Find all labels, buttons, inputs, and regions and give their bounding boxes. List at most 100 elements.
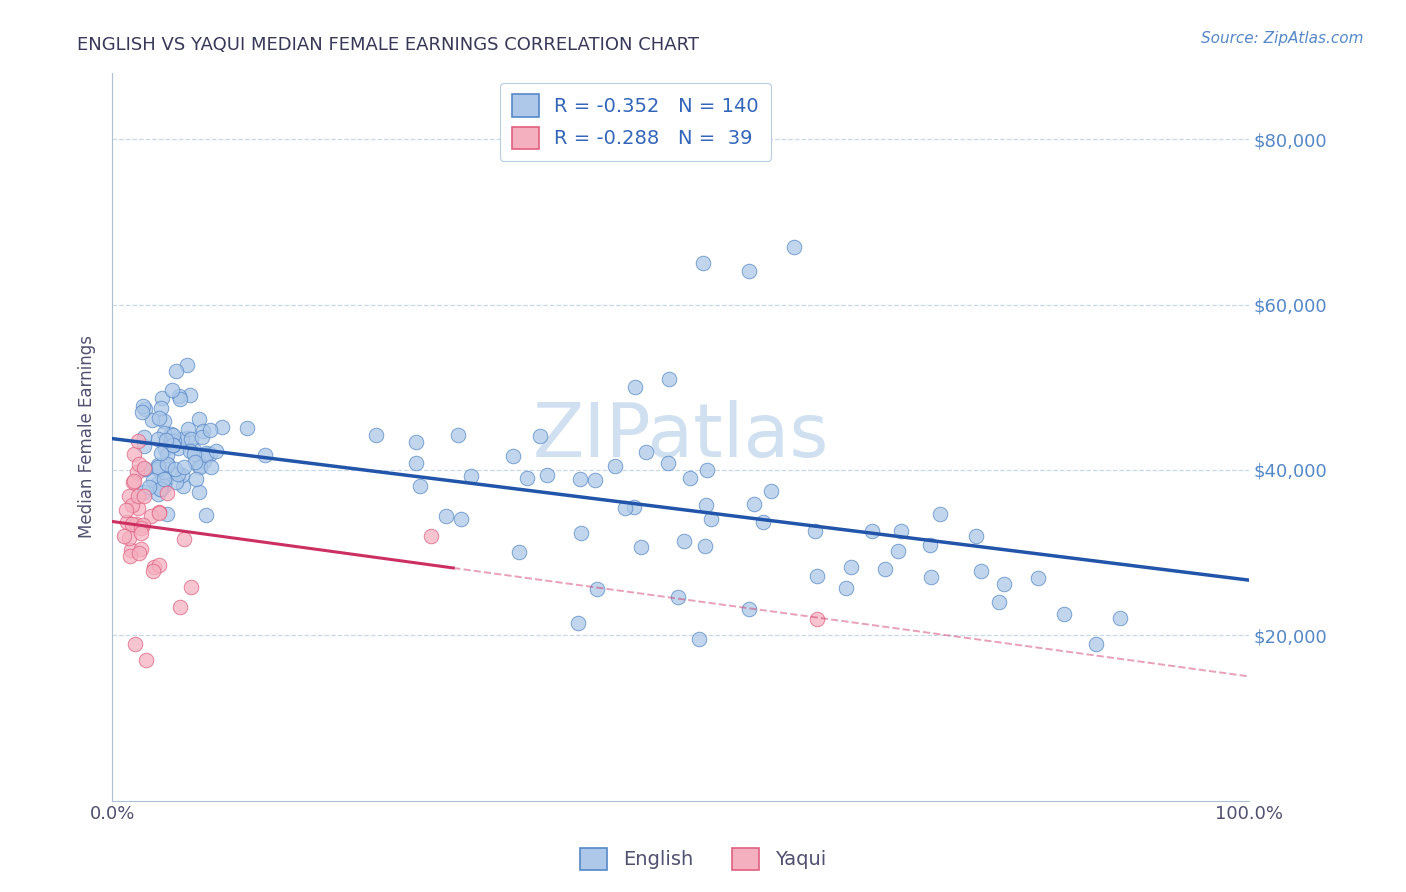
Point	[156, 457, 179, 471]
Point	[177, 422, 200, 436]
Point	[1053, 607, 1076, 621]
Point	[155, 472, 177, 486]
Point	[172, 468, 194, 483]
Point	[180, 581, 202, 595]
Point	[860, 524, 883, 539]
Point	[124, 474, 146, 488]
Point	[536, 468, 558, 483]
Point	[156, 448, 179, 462]
Point	[875, 562, 897, 576]
Point	[146, 458, 169, 472]
Point	[583, 473, 606, 487]
Point	[169, 600, 191, 615]
Point	[890, 524, 912, 538]
Point	[134, 462, 156, 476]
Legend: English, Yaqui: English, Yaqui	[572, 839, 834, 878]
Point	[172, 479, 194, 493]
Point	[183, 443, 205, 458]
Point	[460, 469, 482, 483]
Point	[695, 498, 717, 512]
Point	[988, 595, 1011, 609]
Point	[434, 508, 457, 523]
Point	[364, 428, 387, 442]
Point	[134, 460, 156, 475]
Point	[529, 429, 551, 443]
Point	[179, 443, 201, 458]
Point	[132, 439, 155, 453]
Point	[929, 507, 952, 521]
Point	[121, 499, 143, 513]
Point	[668, 590, 690, 604]
Point	[450, 512, 472, 526]
Point	[128, 546, 150, 560]
Point	[146, 475, 169, 490]
Point	[163, 434, 186, 448]
Point	[150, 401, 173, 415]
Point	[692, 256, 714, 270]
Point	[141, 508, 163, 523]
Point	[193, 424, 215, 438]
Point	[132, 399, 155, 413]
Point	[752, 515, 775, 529]
Point	[127, 489, 149, 503]
Point	[155, 434, 177, 448]
Point	[176, 358, 198, 372]
Point	[155, 442, 177, 456]
Point	[179, 388, 201, 402]
Point	[128, 458, 150, 472]
Point	[699, 512, 721, 526]
Point	[157, 458, 180, 472]
Point	[142, 564, 165, 578]
Point	[118, 489, 141, 503]
Point	[121, 516, 143, 531]
Point	[149, 482, 172, 496]
Point	[188, 484, 211, 499]
Text: ENGLISH VS YAQUI MEDIAN FEMALE EARNINGS CORRELATION CHART: ENGLISH VS YAQUI MEDIAN FEMALE EARNINGS …	[77, 36, 699, 54]
Point	[141, 412, 163, 426]
Point	[1109, 611, 1132, 625]
Point	[194, 508, 217, 522]
Point	[173, 532, 195, 546]
Point	[738, 602, 761, 616]
Point	[508, 545, 530, 559]
Point	[166, 364, 188, 378]
Point	[191, 430, 214, 444]
Legend: R = -0.352   N = 140, R = -0.288   N =  39: R = -0.352 N = 140, R = -0.288 N = 39	[501, 83, 770, 161]
Point	[153, 479, 176, 493]
Point	[803, 524, 825, 538]
Point	[115, 515, 138, 529]
Point	[623, 500, 645, 515]
Point	[200, 460, 222, 475]
Point	[127, 500, 149, 515]
Point	[183, 447, 205, 461]
Point	[121, 475, 143, 489]
Point	[152, 425, 174, 440]
Point	[148, 410, 170, 425]
Point	[419, 529, 441, 543]
Point	[176, 431, 198, 445]
Point	[630, 540, 652, 554]
Point	[134, 402, 156, 417]
Point	[167, 442, 190, 456]
Point	[198, 424, 221, 438]
Point	[122, 447, 145, 461]
Point	[211, 419, 233, 434]
Point	[165, 461, 187, 475]
Point	[744, 497, 766, 511]
Point	[162, 438, 184, 452]
Point	[148, 459, 170, 474]
Point	[965, 528, 987, 542]
Point	[759, 484, 782, 499]
Point	[603, 459, 626, 474]
Point	[165, 475, 187, 489]
Point	[409, 479, 432, 493]
Point	[135, 653, 157, 667]
Point	[160, 426, 183, 441]
Point	[193, 453, 215, 467]
Point	[134, 485, 156, 500]
Point	[160, 383, 183, 397]
Point	[696, 463, 718, 477]
Point	[806, 612, 828, 626]
Point	[125, 465, 148, 479]
Text: ZIPatlas: ZIPatlas	[533, 401, 830, 474]
